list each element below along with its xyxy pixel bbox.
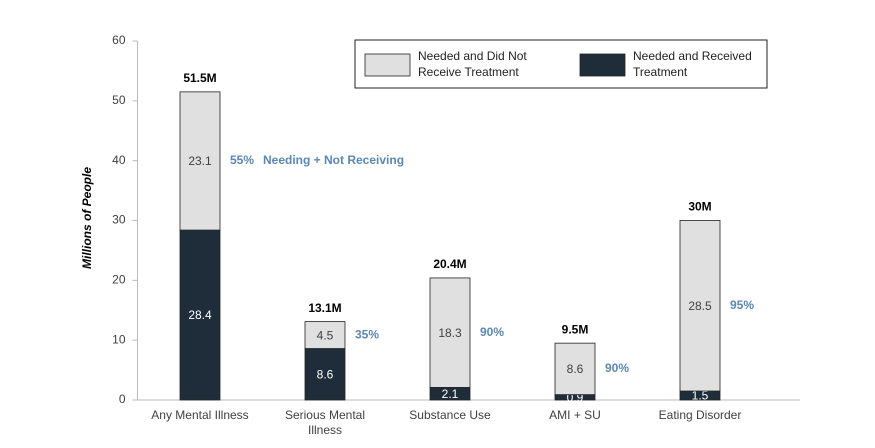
percent-note: Needing + Not Receiving — [263, 153, 404, 167]
y-tick-label: 20 — [112, 273, 126, 287]
percent-label: 95% — [730, 298, 754, 312]
bar-segment — [679, 220, 721, 392]
legend-box — [354, 39, 768, 89]
legend-label: Needed and Did Not Receive Treatment — [418, 49, 527, 79]
y-tick-label: 10 — [112, 332, 126, 346]
data-label: 18.3 — [438, 326, 462, 340]
x-tick-label: Eating Disorder — [658, 408, 742, 422]
x-tick-label: Serious Mental Illness — [284, 408, 366, 437]
data-label: 23.1 — [188, 154, 212, 168]
total-label: 51.5M — [183, 71, 216, 85]
data-label: 28.4 — [188, 308, 212, 322]
percent-label: 90% — [480, 325, 504, 339]
bar-segment — [429, 277, 471, 388]
legend-swatch — [364, 53, 411, 77]
percent-label: 35% — [355, 327, 379, 341]
total-label: 13.1M — [308, 301, 341, 315]
legend-swatch — [579, 53, 626, 77]
y-tick-label: 0 — [119, 392, 126, 406]
x-tick-label: AMI + SU — [549, 408, 601, 422]
data-label: 8.6 — [567, 362, 584, 376]
bar-segment — [554, 342, 596, 396]
bar-segment — [179, 229, 221, 401]
percent-label: 90% — [605, 361, 629, 375]
data-label: 4.5 — [317, 328, 334, 342]
legend-label: Needed and Received Treatment — [633, 49, 752, 79]
total-label: 9.5M — [562, 322, 589, 336]
data-label: 2.1 — [442, 387, 459, 401]
y-axis-label: Millions of People — [80, 167, 94, 269]
y-tick-label: 60 — [112, 33, 126, 47]
y-tick-label: 30 — [112, 213, 126, 227]
x-tick-label: Substance Use — [409, 408, 491, 422]
y-tick-label: 40 — [112, 153, 126, 167]
y-tick-label: 50 — [112, 93, 126, 107]
bar-segment — [179, 91, 221, 231]
data-label: 8.6 — [317, 367, 334, 381]
total-label: 20.4M — [433, 257, 466, 271]
bar-segment — [304, 321, 346, 349]
data-label: 28.5 — [688, 299, 712, 313]
bar-segment — [304, 348, 346, 401]
x-tick-label: Any Mental Illness — [151, 408, 249, 422]
total-label: 30M — [688, 200, 711, 214]
percent-label: 55% — [230, 153, 254, 167]
data-label: 1.5 — [692, 389, 709, 403]
